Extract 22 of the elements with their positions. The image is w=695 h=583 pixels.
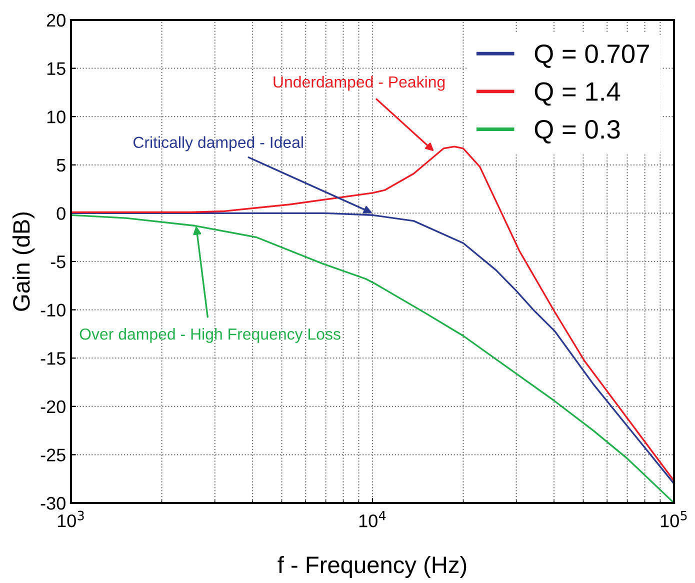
y-tick-label: -30 [40,496,66,510]
x-tick-label: 10$^{5}$ [660,510,687,528]
annotation: Underdamped - Peaking [274,76,445,91]
y-axis-title: Gain (dB) [12,212,34,311]
y-tick-label: 5 [56,159,66,172]
y-tick-label: 15 [47,62,66,76]
y-tick-label: -20 [40,400,66,414]
y-tick-label: 0 [56,207,66,220]
legend-label: Q = 0.3 [534,120,620,144]
legend-label: Q = 0.707 [534,44,649,68]
x-tick-label: 10$^{4}$ [359,510,386,528]
y-tick-label: -5 [50,256,66,268]
y-tick-label: -25 [40,448,66,462]
x-tick-label: 10$^{3}$ [58,510,84,528]
x-axis-title: f - Frequency (Hz) [278,556,466,578]
y-tick-label: -10 [40,304,66,317]
y-tick-label: 20 [46,14,66,27]
legend-label: Q = 1.4 [534,82,620,106]
annotation: Over damped - High Frequency Loss [80,328,340,343]
y-tick-label: -15 [40,352,66,365]
y-tick-label: 10 [47,110,66,124]
annotation: Critically damped - Ideal [133,136,303,152]
